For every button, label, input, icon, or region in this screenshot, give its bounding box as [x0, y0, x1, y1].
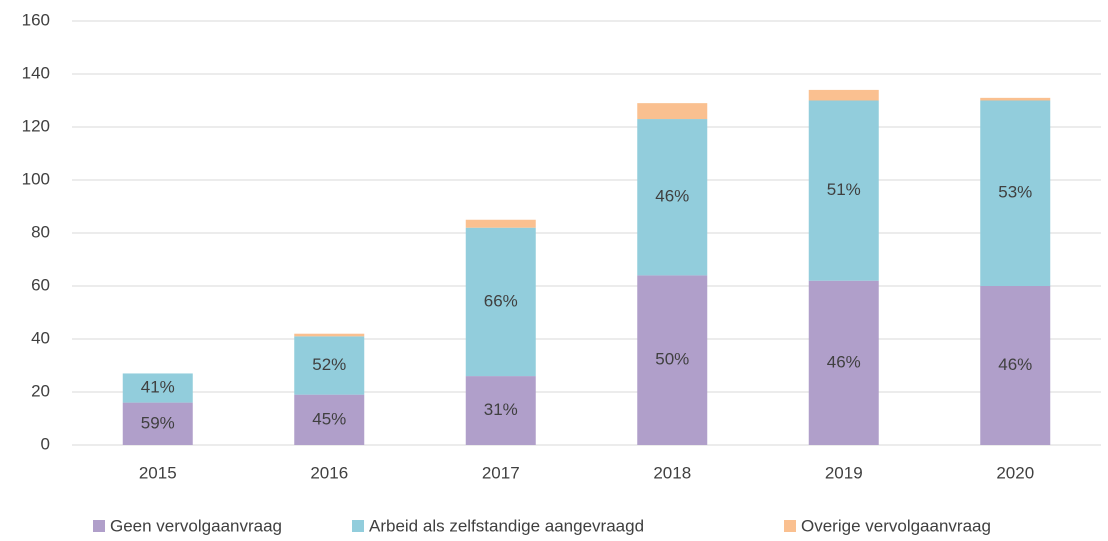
bar-segment: [637, 103, 708, 120]
y-tick-label: 80: [31, 222, 50, 241]
data-label: 45%: [312, 409, 346, 428]
y-tick-label: 0: [41, 434, 50, 453]
data-label: 46%: [827, 352, 861, 371]
bar-segment: [465, 376, 536, 445]
bar-segment: [637, 119, 708, 276]
y-tick-label: 120: [22, 116, 50, 135]
data-label: 66%: [484, 291, 518, 310]
data-label: 46%: [655, 187, 689, 206]
x-tick-label: 2017: [482, 463, 520, 482]
bar-segment: [122, 373, 193, 403]
data-label: 53%: [998, 183, 1032, 202]
y-tick-label: 160: [22, 10, 50, 29]
bar-segment: [808, 100, 879, 281]
x-tick-label: 2015: [139, 463, 177, 482]
bar-segment: [808, 89, 879, 101]
data-label: 59%: [141, 413, 175, 432]
data-label: 51%: [827, 180, 861, 199]
data-label: 52%: [312, 355, 346, 374]
legend-label: Overige vervolgaanvraag: [801, 516, 991, 535]
legend-label: Geen vervolgaanvraag: [110, 516, 282, 535]
bar-segment: [808, 280, 879, 445]
bar-segment: [122, 402, 193, 445]
bar-segment: [980, 286, 1051, 445]
data-label: 31%: [484, 400, 518, 419]
bar-segment: [980, 100, 1051, 286]
y-tick-label: 40: [31, 328, 50, 347]
bar-segment: [465, 227, 536, 377]
y-tick-label: 100: [22, 169, 50, 188]
x-tick-label: 2016: [310, 463, 348, 482]
bar-segment: [294, 333, 365, 337]
legend-swatch: [93, 520, 105, 532]
bar-segment: [980, 97, 1051, 101]
legend-swatch: [784, 520, 796, 532]
data-label: 46%: [998, 355, 1032, 374]
bar-segment: [637, 275, 708, 445]
bar-segment: [294, 336, 365, 395]
y-tick-label: 140: [22, 63, 50, 82]
legend-label: Arbeid als zelfstandige aangevraagd: [369, 516, 644, 535]
bar-segment: [465, 219, 536, 228]
data-label: 41%: [141, 378, 175, 397]
x-tick-label: 2020: [996, 463, 1034, 482]
data-label: 50%: [655, 350, 689, 369]
bar-segment: [294, 394, 365, 445]
x-tick-label: 2018: [653, 463, 691, 482]
y-tick-label: 60: [31, 275, 50, 294]
legend-swatch: [352, 520, 364, 532]
x-tick-label: 2019: [825, 463, 863, 482]
y-tick-label: 20: [31, 381, 50, 400]
